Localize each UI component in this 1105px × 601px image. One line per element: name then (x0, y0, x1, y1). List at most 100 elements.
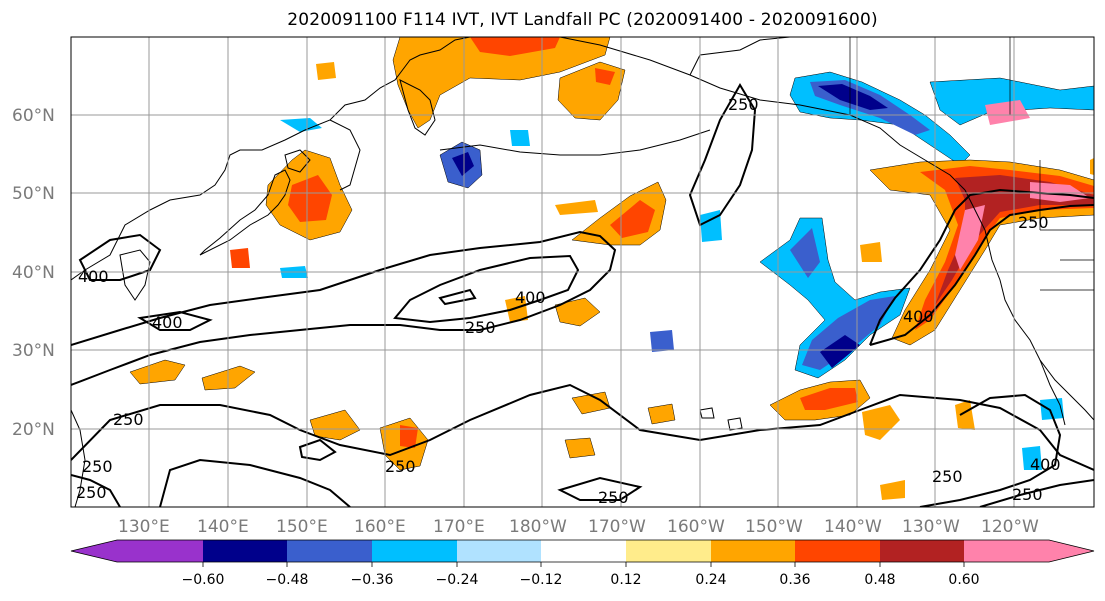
contour-250-bottom (979, 479, 1094, 507)
longitude-label: 130°W (902, 517, 960, 537)
contour-label: 250 (1012, 485, 1043, 504)
ivt-shading (129, 37, 1094, 500)
shading-region-subtrop-6 (647, 403, 676, 425)
colorbar-segment (287, 540, 372, 562)
contour-small-loop (298, 438, 337, 462)
shading-region-subtrop-8 (505, 296, 528, 322)
latitude-label: 50°N (12, 184, 55, 204)
contour-250-mid (688, 83, 757, 227)
coastline-asia (71, 37, 471, 281)
shading-region-eastpacific-neg-core (820, 335, 860, 368)
colorbar-segment (372, 540, 457, 562)
coastline-alaska-interior (689, 37, 791, 76)
shading-region-plume-dark (935, 175, 1094, 305)
colorbar: −0.60 −0.48 −0.36 −0.24 −0.12 0.12 0.24 … (70, 539, 1095, 588)
colorbar-segment (626, 540, 711, 562)
shading-region-small-12 (700, 210, 722, 242)
contour-250-west (71, 230, 617, 386)
shading-region-small-5 (862, 405, 900, 440)
colorbar-extend-low (71, 540, 117, 562)
shading-region-small-8 (1040, 398, 1064, 420)
longitude-label: 140°W (824, 517, 882, 537)
shading-region-plume-pink-2 (955, 205, 985, 270)
shading-region-small-10 (650, 330, 674, 352)
coastline-aleutians (439, 129, 711, 156)
coastline-north-america (964, 189, 1094, 421)
colorbar-ticks (202, 562, 965, 567)
shading-region-eastpacific-neg-mid (790, 228, 820, 278)
shading-region-small-3 (510, 130, 530, 146)
contour-250-south (71, 383, 1094, 471)
contour-label: 400 (152, 313, 183, 332)
shading-region-subtrop-9 (554, 297, 601, 327)
longitude-label: 180°W (509, 517, 567, 537)
colorbar-extend-high (1049, 540, 1094, 562)
colorbar-segment (541, 540, 626, 562)
shading-region-japan-core (288, 175, 332, 222)
colorbar-tick-label: 0.24 (695, 572, 726, 588)
longitude-label: 170°W (588, 517, 646, 537)
colorbar-segment (203, 540, 287, 562)
longitude-label: 160°W (667, 517, 725, 537)
colorbar-segment (964, 540, 1049, 562)
shading-region-kuril-neg-core (452, 152, 474, 176)
contour-400-core (393, 254, 580, 324)
contour-250-far-south (159, 458, 351, 507)
shading-region-small-6 (880, 480, 905, 500)
colorbar-segment (880, 540, 964, 562)
shading-region-kamchatka-core (595, 68, 615, 85)
longitude-label: 150°E (276, 517, 328, 537)
coastline-sea-okhotsk (329, 119, 361, 191)
longitude-labels: 130°E 140°E 150°E 160°E 170°E 180°W 170°… (118, 517, 1039, 537)
contour-label: 400 (78, 267, 109, 286)
coastline-korea (119, 249, 151, 301)
shading-region-subtrop-1 (129, 359, 186, 385)
contour-label: 250 (76, 483, 107, 502)
shading-region-subtrop-4-core (400, 425, 418, 448)
latitude-label: 40°N (12, 263, 55, 283)
shading-region-plume-pink (1030, 182, 1090, 202)
contour-labels: 250 400 400 250 400 250 250 250 400 250 … (76, 95, 1061, 507)
shading-region-canada-pink (985, 100, 1030, 125)
colorbar-segment (711, 540, 795, 562)
shading-region-subtrop-7 (564, 437, 596, 459)
colorbar-tick-label: −0.60 (182, 572, 225, 588)
contour-250-tropic-west (71, 474, 121, 507)
longitude-label: 170°E (433, 517, 485, 537)
ivt-contours (71, 83, 1094, 507)
shading-region-hawaii-core (800, 388, 858, 410)
contour-400-east-south (919, 393, 1062, 507)
latitude-label: 20°N (12, 420, 55, 440)
colorbar-tick-label: −0.36 (351, 572, 394, 588)
contour-label: 400 (903, 307, 934, 326)
coastline-baja (1039, 359, 1066, 426)
colorbar-segment (117, 540, 203, 562)
coastlines (71, 37, 1094, 507)
contour-label: 250 (113, 410, 144, 429)
shading-region-okhotsk (392, 37, 611, 129)
colorbar-tick-label: 0.36 (779, 572, 810, 588)
map-frame (70, 36, 1095, 508)
contour-label: 400 (515, 288, 546, 307)
shading-region-small-1 (316, 62, 336, 80)
contour-label: 250 (1018, 213, 1049, 232)
shading-region-small-14 (1090, 158, 1094, 175)
longitude-label: 120°W (981, 517, 1039, 537)
colorbar-tick-label: 0.12 (610, 572, 641, 588)
contour-label: 250 (465, 318, 496, 337)
contour-400-asia (137, 310, 213, 331)
coastline-islands (699, 407, 743, 431)
contour-label: 250 (385, 457, 416, 476)
shading-region-alaska-neg-core (818, 84, 888, 110)
longitude-label: 130°E (118, 517, 170, 537)
gridlines (71, 37, 1094, 507)
shading-region-small-11 (860, 242, 882, 262)
shading-region-plume-red (915, 166, 1094, 330)
colorbar-outline (70, 539, 1095, 563)
coastline-japan (199, 169, 291, 256)
coastline-kamchatka (399, 79, 436, 136)
colorbar-segment (457, 540, 541, 562)
contour-label: 250 (598, 488, 629, 507)
shading-region-subtrop-3 (309, 409, 361, 441)
